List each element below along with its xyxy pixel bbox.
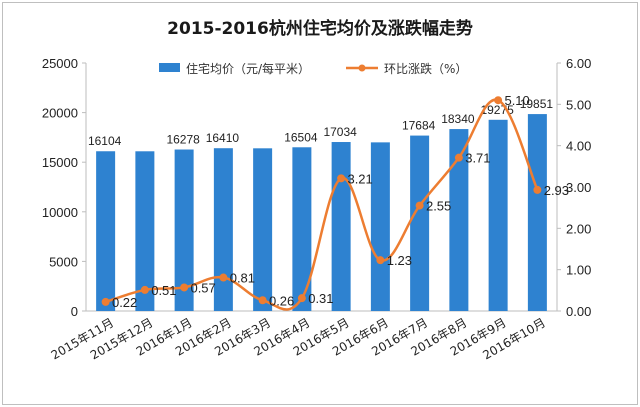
bar xyxy=(174,149,194,311)
line-data-label: 2.55 xyxy=(426,199,451,214)
line-point xyxy=(140,285,149,294)
legend-label-line: 环比涨跌（%） xyxy=(384,61,467,76)
bar xyxy=(292,147,312,311)
y-left-tick-label: 5000 xyxy=(49,254,78,269)
line-data-label: 3.71 xyxy=(465,151,490,166)
line-series xyxy=(101,96,542,311)
line-data-label: 3.21 xyxy=(347,171,372,186)
bar-data-label: 16278 xyxy=(166,133,200,147)
y-left-tick-label: 0 xyxy=(71,304,78,319)
y-left-tick-label: 15000 xyxy=(42,155,78,170)
bar xyxy=(527,114,547,311)
line-data-label: 0.26 xyxy=(269,293,294,308)
line-data-label: 0.57 xyxy=(190,280,215,295)
line-data-label: 0.51 xyxy=(151,283,176,298)
y-left-tick-label: 20000 xyxy=(42,106,78,121)
line-point xyxy=(180,283,189,292)
bar xyxy=(253,148,273,311)
bar-data-label: 19851 xyxy=(520,97,554,111)
line-data-labels: 0.22 0.51 0.57 0.81 0.26 0.31 3.21 1.23 2.55 3.71… xyxy=(112,93,569,310)
bar xyxy=(213,148,233,311)
line-point xyxy=(297,294,306,303)
bar-data-label: 17684 xyxy=(402,119,436,133)
chart-title: 2015-2016杭州住宅均价及涨跌幅走势 xyxy=(167,18,473,39)
bar xyxy=(370,142,390,311)
y-right-tick-label: 0.00 xyxy=(566,304,591,319)
bar xyxy=(96,151,116,311)
y-right-tick-label: 3.00 xyxy=(566,180,591,195)
legend: 住宅均价（元/每平米） 环比涨跌（%） xyxy=(159,61,467,76)
legend-label-bar: 住宅均价（元/每平米） xyxy=(186,61,310,76)
line-data-label: 2.93 xyxy=(544,183,569,198)
y-left-tick-label: 25000 xyxy=(42,56,78,71)
bar xyxy=(410,135,430,311)
bar-data-labels: 16104 16278 16410 16504 17034 17684 1834019275… xyxy=(88,97,553,148)
y-right-tick-label: 5.00 xyxy=(566,97,591,112)
bar xyxy=(488,119,508,312)
line-data-label: 0.22 xyxy=(112,295,137,310)
bar-data-label: 16410 xyxy=(206,131,240,145)
line-point xyxy=(219,273,228,282)
y-right-tick-label: 2.00 xyxy=(566,221,591,236)
line-point xyxy=(337,174,346,183)
y-right-tick-label: 4.00 xyxy=(566,139,591,154)
line-data-label: 0.31 xyxy=(308,291,333,306)
line-point xyxy=(494,96,503,105)
line-point xyxy=(101,297,110,306)
bar-data-label: 17034 xyxy=(323,125,357,139)
bar-data-label: 16504 xyxy=(284,130,318,144)
line-data-label: 5.10 xyxy=(504,93,529,108)
legend-marker-line xyxy=(358,64,366,72)
bar-data-label: 18340 xyxy=(441,112,475,126)
line-point xyxy=(454,153,463,162)
line-data-label: 0.81 xyxy=(230,271,255,286)
line-point xyxy=(376,256,385,265)
line-point xyxy=(258,296,267,305)
line-point xyxy=(415,201,424,210)
y-right-tick-label: 6.00 xyxy=(566,56,591,71)
bar xyxy=(331,142,351,311)
bar-data-label: 16104 xyxy=(88,134,122,148)
line-data-label: 1.23 xyxy=(387,253,412,268)
bar xyxy=(449,129,469,311)
y-left-tick-label: 10000 xyxy=(42,205,78,220)
bar xyxy=(135,151,155,311)
line-point xyxy=(533,185,542,194)
y-right-tick-label: 1.00 xyxy=(566,263,591,278)
legend-swatch-bar xyxy=(159,63,180,72)
